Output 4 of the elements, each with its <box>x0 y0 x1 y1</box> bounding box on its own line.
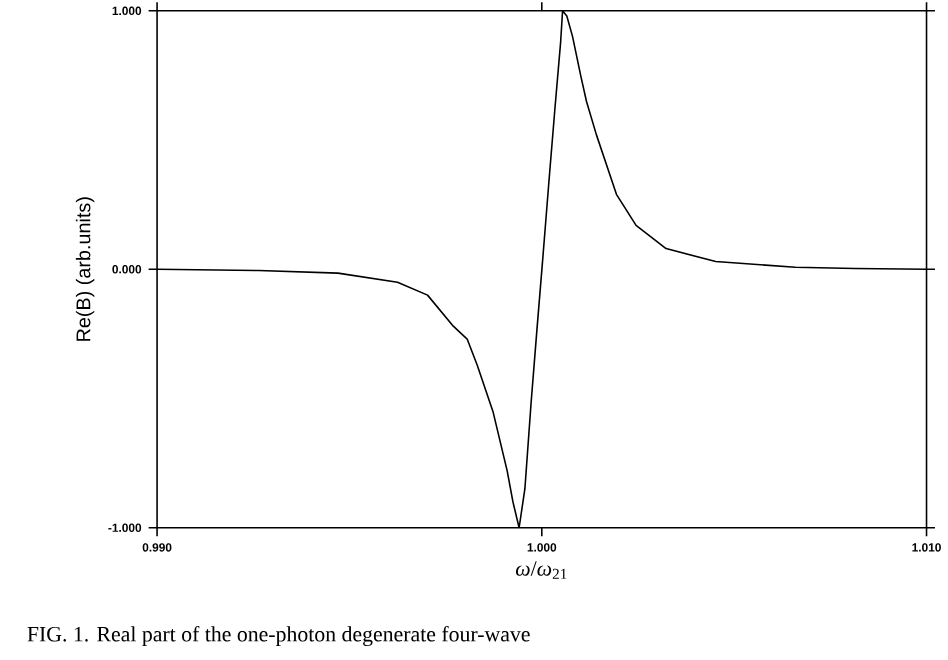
line-series <box>157 10 927 528</box>
x-axis-title: ω/ω$_{21}$ <box>515 560 567 579</box>
y-axis-title: Re(B) (arb.units) <box>75 196 95 341</box>
caption: FIG. 1. Real part of the one-photon degenerate four-wave <box>27 625 530 646</box>
